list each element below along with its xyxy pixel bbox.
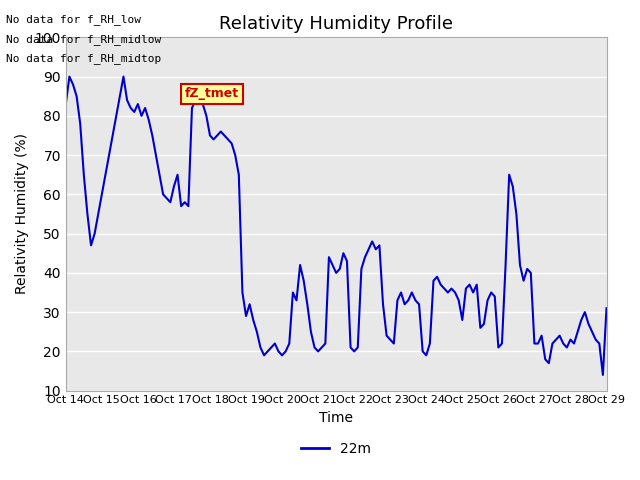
Text: No data for f_RH_low: No data for f_RH_low	[6, 14, 141, 25]
Title: Relativity Humidity Profile: Relativity Humidity Profile	[219, 15, 453, 33]
X-axis label: Time: Time	[319, 411, 353, 425]
Text: No data for f_RH_midlow: No data for f_RH_midlow	[6, 34, 162, 45]
Legend: 22m: 22m	[296, 436, 377, 461]
Y-axis label: Relativity Humidity (%): Relativity Humidity (%)	[15, 133, 29, 295]
Text: No data for f_RH_midtop: No data for f_RH_midtop	[6, 53, 162, 64]
Text: fZ_tmet: fZ_tmet	[185, 87, 239, 100]
